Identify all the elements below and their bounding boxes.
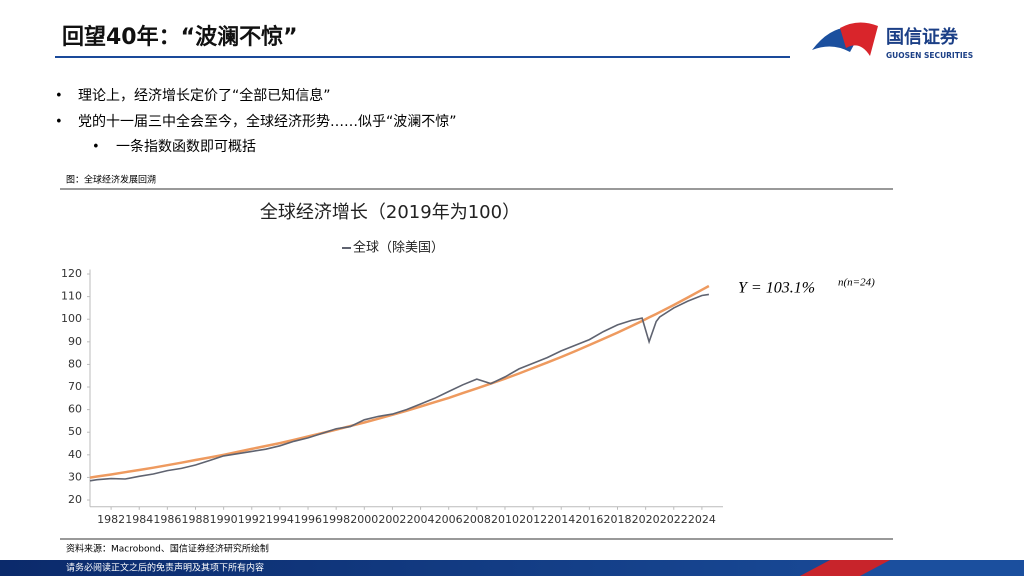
x-tick-label: 2022 bbox=[660, 513, 688, 526]
x-tick-label: 1988 bbox=[182, 513, 210, 526]
bullet: 一条指数函数即可概括 bbox=[116, 138, 256, 155]
x-tick-label: 1990 bbox=[210, 513, 238, 526]
y-tick-label: 80 bbox=[68, 357, 82, 370]
bullet-dot: • bbox=[55, 115, 63, 130]
x-tick-label: 1998 bbox=[322, 513, 350, 526]
logo-text: 国信证券 bbox=[886, 26, 959, 48]
plot: 20 30 40 50 60 70 80 90 100 110 120 1982 1984 1986 198… bbox=[61, 267, 723, 526]
logo-shape bbox=[840, 22, 878, 57]
x-tick-label: 1992 bbox=[238, 513, 266, 526]
series-line bbox=[89, 293, 710, 482]
x-tick-label: 2012 bbox=[519, 513, 547, 526]
source-note: 资料来源：Macrobond、国信证券经济研究所绘制 bbox=[66, 543, 269, 555]
y-tick-label: 30 bbox=[68, 470, 82, 483]
legend-label: 全球（除美国） bbox=[353, 240, 444, 256]
formula: Y = 103.1% bbox=[738, 280, 815, 297]
x-tick-label: 2010 bbox=[491, 513, 519, 526]
x-tick-label: 2008 bbox=[463, 513, 491, 526]
y-tick-label: 110 bbox=[61, 290, 82, 303]
logo-subtext: GUOSEN SECURITIES bbox=[886, 51, 973, 60]
y-tick-label: 100 bbox=[61, 312, 82, 325]
x-tick-label: 2018 bbox=[604, 513, 632, 526]
x-tick-label: 1984 bbox=[125, 513, 153, 526]
x-tick-label: 1996 bbox=[294, 513, 322, 526]
y-tick-label: 120 bbox=[61, 267, 82, 280]
y-tick-label: 90 bbox=[68, 335, 82, 348]
y-tick-label: 20 bbox=[68, 493, 82, 506]
x-tick-label: 2020 bbox=[632, 513, 660, 526]
bullet: 党的十一届三中全会至今，全球经济形势……似乎“波澜不惊” bbox=[78, 113, 457, 130]
y-tick-label: 50 bbox=[68, 425, 82, 438]
y-tick-label: 60 bbox=[68, 403, 82, 416]
footer-accent bbox=[860, 560, 1024, 576]
chart-title: 全球经济增长（2019年为100） bbox=[260, 202, 520, 223]
x-tick-label: 2000 bbox=[350, 513, 378, 526]
footer-text: 请务必阅读正文之后的免责声明及其项下所有内容 bbox=[66, 562, 264, 574]
y-tick-label: 40 bbox=[68, 448, 82, 461]
x-tick-label: 2014 bbox=[547, 513, 575, 526]
x-tick-label: 1994 bbox=[266, 513, 294, 526]
x-tick-label: 1986 bbox=[153, 513, 181, 526]
x-tick-label: 2024 bbox=[688, 513, 716, 526]
y-tick-label: 70 bbox=[68, 380, 82, 393]
x-tick-label: 2002 bbox=[378, 513, 406, 526]
figure-caption: 图：全球经济发展回溯 bbox=[66, 174, 156, 186]
bullet-dot: • bbox=[55, 89, 63, 104]
x-tick-label: 2006 bbox=[435, 513, 463, 526]
series-line bbox=[89, 284, 710, 479]
bullet-dot: • bbox=[92, 140, 100, 155]
bullet: 理论上，经济增长定价了“全部已知信息” bbox=[78, 87, 331, 104]
x-tick-label: 2004 bbox=[407, 513, 435, 526]
footer-bar bbox=[0, 560, 1024, 576]
x-tick-label: 1982 bbox=[97, 513, 125, 526]
x-tick-label: 2016 bbox=[575, 513, 603, 526]
page-title: 回望40年：“波澜不惊” bbox=[62, 24, 298, 50]
formula-exponent: n(n=24) bbox=[838, 277, 875, 289]
